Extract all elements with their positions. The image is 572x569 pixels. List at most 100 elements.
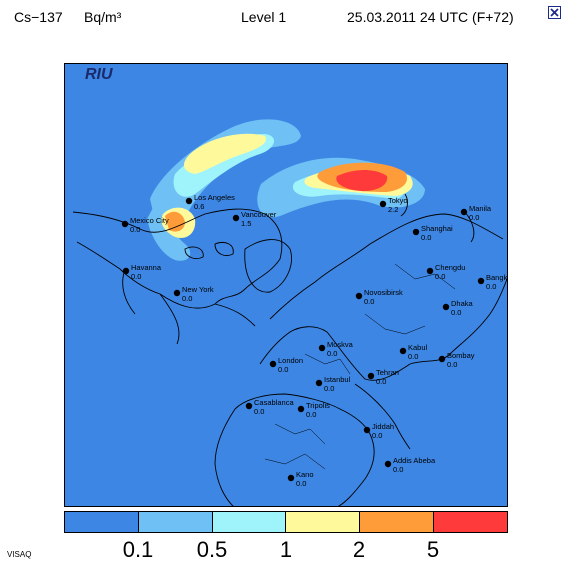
close-button[interactable] [548, 6, 561, 19]
city-value: 0.0 [376, 377, 386, 386]
city-dot [287, 474, 295, 482]
city-name: Shanghai [421, 224, 453, 233]
city-value: 0.0 [451, 308, 461, 317]
color-scale-segment-5 [434, 512, 507, 532]
city-value: 0.0 [254, 407, 264, 416]
city-dot [122, 267, 130, 275]
city-value: 0.0 [421, 233, 431, 242]
color-scale-tick-label: 0.1 [122, 537, 154, 562]
city-dot [477, 277, 485, 285]
city-value: 0.0 [435, 272, 445, 281]
city-value: 2.2 [388, 205, 398, 214]
city-dot [232, 214, 240, 222]
city-name: Tripolis [306, 401, 330, 410]
florida-coast [159, 293, 180, 345]
color-scale-segment-2 [212, 512, 287, 532]
city-value: 0.0 [393, 465, 403, 474]
color-scale-segment-4 [360, 512, 435, 532]
city-value: 0.0 [447, 360, 457, 369]
city-dot [185, 197, 193, 205]
city-name: Dhaka [451, 299, 474, 308]
city-name: Tokyo [388, 196, 408, 205]
asia-south-coast [409, 277, 507, 365]
datetime-label: 25.03.2011 24 UTC (F+72) [347, 9, 514, 25]
city-dot [245, 402, 253, 410]
color-scale-tick-label: 1 [279, 537, 293, 562]
city-name: Havanna [131, 263, 162, 272]
atlantic-coast [214, 303, 256, 327]
city-name: Casablanca [254, 398, 294, 407]
plume-layer [147, 119, 425, 261]
city-dot [412, 228, 420, 236]
coastline-layer [72, 193, 507, 506]
border-5 [394, 263, 456, 290]
dispersion-map[interactable]: Los Angeles 0.6 Mexico City 0.0 Vancouver 1.5… [64, 63, 508, 507]
city-dot [438, 355, 446, 363]
city-dot [355, 292, 363, 300]
eurasia-coast [269, 213, 504, 320]
city-name: Moskva [327, 340, 354, 349]
source-label: VISAQ [7, 550, 32, 559]
city-value: 1.5 [241, 219, 251, 228]
city-dot [399, 347, 407, 355]
color-scale-tick-label: 2 [352, 537, 366, 562]
africa-west-coast [214, 408, 236, 506]
nuclide-label: Cs−137 [14, 9, 63, 25]
city-dot [442, 303, 450, 311]
city-dot [363, 426, 371, 434]
city-name: Jiddah [372, 422, 394, 431]
arabia-coast [354, 383, 411, 450]
unit-label: Bq/m³ [84, 9, 122, 25]
plume-red [336, 170, 388, 192]
city-name: Tehran [376, 368, 399, 377]
north-america-coast [72, 208, 283, 309]
plume-orange-2 [165, 211, 185, 232]
city-dot [318, 344, 326, 352]
color-scale-segment-1 [138, 512, 213, 532]
color-scale-bar [64, 511, 508, 533]
color-scale-segment-3 [286, 512, 361, 532]
africa-coast [234, 393, 375, 506]
city-dot [121, 220, 129, 228]
city-value: 0.0 [296, 479, 306, 488]
color-scale-tick-label: 0.5 [196, 537, 228, 562]
border-1 [304, 353, 351, 375]
city-value: 0.6 [194, 202, 204, 211]
color-scale-tick-label: 5 [426, 537, 440, 562]
city-dot [269, 360, 277, 368]
city-value: 0.0 [324, 384, 334, 393]
city-dot [426, 267, 434, 275]
city-value: 0.0 [306, 410, 316, 419]
city-name: Mexico City [130, 216, 169, 225]
europe-coast [259, 326, 411, 381]
city-name: London [278, 356, 303, 365]
japan-coast [400, 193, 408, 217]
arctic-island-2 [184, 246, 204, 260]
city-marker[interactable]: Bangkok0.0 [477, 273, 508, 291]
city-name: Vancouver [241, 210, 277, 219]
